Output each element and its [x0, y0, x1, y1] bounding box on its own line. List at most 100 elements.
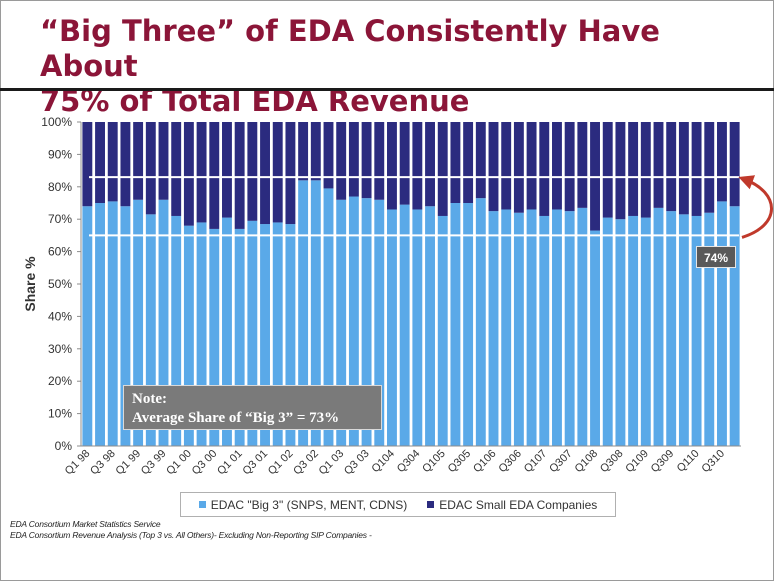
y-tick-label: 40% [48, 309, 72, 323]
y-tick-label: 0% [55, 439, 73, 453]
bar-big3 [222, 217, 232, 446]
bar-small [107, 122, 118, 202]
x-tick-label: Q1 00 [164, 448, 194, 478]
x-tick-label: Q3 99 [139, 448, 169, 478]
bar-small [399, 122, 410, 205]
note-text: Average Share of “Big 3” = 73% [132, 410, 340, 426]
bar-big3 [323, 188, 334, 447]
bar-big3 [640, 217, 651, 446]
chart-legend: EDAC "Big 3" (SNPS, MENT, CDNS) EDAC Sma… [180, 492, 616, 517]
bar-small [704, 122, 715, 213]
x-tick-label: Q3 02 [291, 448, 321, 478]
bar-small [564, 122, 575, 212]
bar-small [361, 122, 372, 199]
bar-small [425, 122, 435, 207]
x-tick-label: Q109 [623, 448, 651, 476]
bar-big3 [539, 215, 550, 446]
bar-big3 [95, 203, 105, 446]
x-tick-label: Q307 [547, 448, 575, 476]
bar-big3 [171, 215, 182, 446]
bar-small [387, 122, 397, 210]
legend-label-big3: EDAC "Big 3" (SNPS, MENT, CDNS) [210, 497, 408, 512]
bar-big3 [704, 212, 715, 446]
title-divider [0, 88, 774, 91]
x-tick-label: Q108 [573, 448, 601, 476]
bar-big3 [577, 207, 588, 446]
bar-big3 [488, 211, 499, 446]
bar-big3 [678, 214, 689, 446]
bar-big3 [158, 199, 169, 446]
x-tick-label: Q1 02 [266, 448, 296, 478]
legend-item-big3: EDAC "Big 3" (SNPS, MENT, CDNS) [198, 497, 408, 512]
x-tick-label: Q3 98 [88, 448, 118, 478]
source-line-1: EDA Consortium Market Statistics Service [10, 519, 161, 529]
y-tick-label: 60% [48, 245, 72, 259]
bar-big3 [298, 180, 309, 446]
bar-small [348, 122, 359, 197]
bar-big3 [348, 196, 359, 446]
bar-big3 [666, 211, 677, 446]
range-arrow [738, 175, 773, 239]
note-heading: Note: [132, 391, 167, 407]
bar-big3 [107, 201, 118, 446]
title-line-1: “Big Three” of EDA Consistently Have Abo… [40, 14, 660, 83]
bar-big3 [475, 198, 486, 446]
bar-big3 [133, 199, 144, 446]
y-tick-label: 70% [48, 212, 72, 226]
bar-big3 [526, 209, 537, 446]
x-tick-label: Q105 [420, 448, 448, 476]
bar-small [260, 122, 270, 225]
bar-small [501, 122, 512, 210]
bar-small [133, 122, 144, 200]
bar-big3 [552, 209, 562, 446]
bar-small [222, 122, 232, 218]
x-tick-label: Q304 [395, 448, 423, 476]
bar-small [437, 122, 448, 216]
y-tick-label: 90% [48, 147, 72, 161]
bar-big3 [450, 203, 461, 446]
bar-big3 [463, 203, 474, 446]
y-tick-label: 10% [48, 407, 72, 421]
bar-big3 [437, 215, 448, 446]
x-tick-label: Q3 00 [190, 448, 220, 478]
bar-small [450, 122, 461, 203]
source-line-2: EDA Consortium Revenue Analysis (Top 3 v… [10, 530, 372, 540]
y-axis-title: Share % [22, 256, 38, 312]
bar-small [183, 122, 194, 226]
current-share-callout: 74% [696, 246, 736, 268]
bar-small [602, 122, 613, 218]
bar-small [120, 122, 131, 207]
bar-big3 [513, 212, 524, 446]
bar-small [285, 122, 296, 225]
bar-small [145, 122, 156, 215]
bar-big3 [234, 228, 245, 446]
legend-label-small: EDAC Small EDA Companies [439, 497, 598, 512]
x-tick-label: Q106 [471, 448, 499, 476]
bar-big3 [425, 206, 435, 446]
bar-small [717, 122, 727, 202]
bar-small [247, 122, 258, 221]
legend-swatch-big3 [198, 501, 206, 508]
x-tick-label: Q308 [598, 448, 626, 476]
bar-small [374, 122, 385, 200]
x-tick-label: Q3 03 [342, 448, 372, 478]
bar-big3 [209, 228, 220, 446]
y-tick-label: 50% [48, 277, 72, 291]
bar-small [628, 122, 639, 216]
bar-big3 [387, 209, 397, 446]
bar-big3 [272, 222, 283, 446]
bar-small [678, 122, 689, 215]
bar-big3 [336, 199, 347, 446]
bar-big3 [260, 224, 270, 446]
bar-big3 [412, 209, 423, 446]
bar-big3 [183, 225, 194, 446]
x-tick-label: Q1 03 [317, 448, 347, 478]
bar-big3 [691, 215, 702, 446]
bar-small [310, 122, 321, 181]
bar-small [412, 122, 423, 210]
x-tick-label: Q310 [700, 448, 728, 476]
bar-small [653, 122, 664, 208]
x-tick-label: Q110 [675, 448, 702, 475]
x-tick-label: Q306 [496, 448, 524, 476]
bar-small [526, 122, 537, 210]
